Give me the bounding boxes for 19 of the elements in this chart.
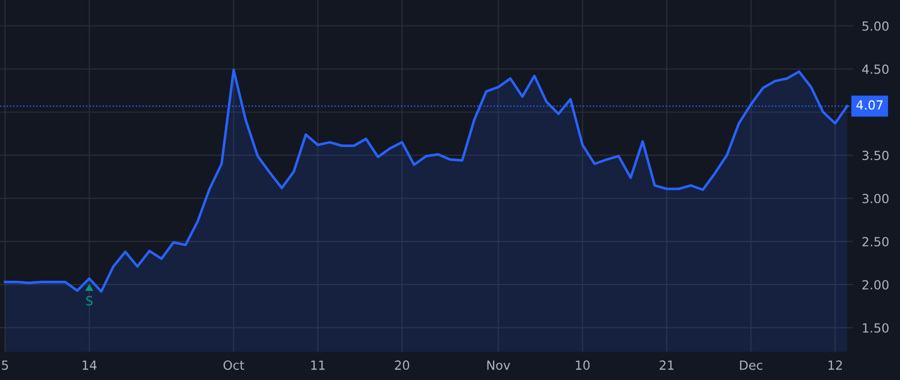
x-tick-label: 20 xyxy=(395,360,410,370)
annotation: S xyxy=(86,296,93,306)
x-tick-label: 14 xyxy=(82,360,97,370)
y-tick-label: 3.50 xyxy=(862,150,889,160)
x-tick-label: 11 xyxy=(311,360,325,370)
x-tick-label: Oct xyxy=(224,360,244,370)
x-tick-label: 5 xyxy=(2,360,8,370)
ref-line-label: 4.07 xyxy=(856,100,883,110)
x-tick-label: 10 xyxy=(576,360,590,370)
y-tick-label: 2.50 xyxy=(862,236,889,246)
x-tick-label: Nov xyxy=(487,360,510,370)
y-tick-label: 4.50 xyxy=(862,64,889,74)
y-tick-label: 1.50 xyxy=(862,323,889,333)
x-tick-label: 21 xyxy=(660,360,674,370)
y-tick-label: 5.00 xyxy=(862,21,889,31)
x-tick-label: 12 xyxy=(828,360,842,370)
x-tick-label: Dec xyxy=(740,360,762,370)
y-tick-label: 3.00 xyxy=(862,194,889,204)
y-tick-label: 2.00 xyxy=(862,280,889,290)
